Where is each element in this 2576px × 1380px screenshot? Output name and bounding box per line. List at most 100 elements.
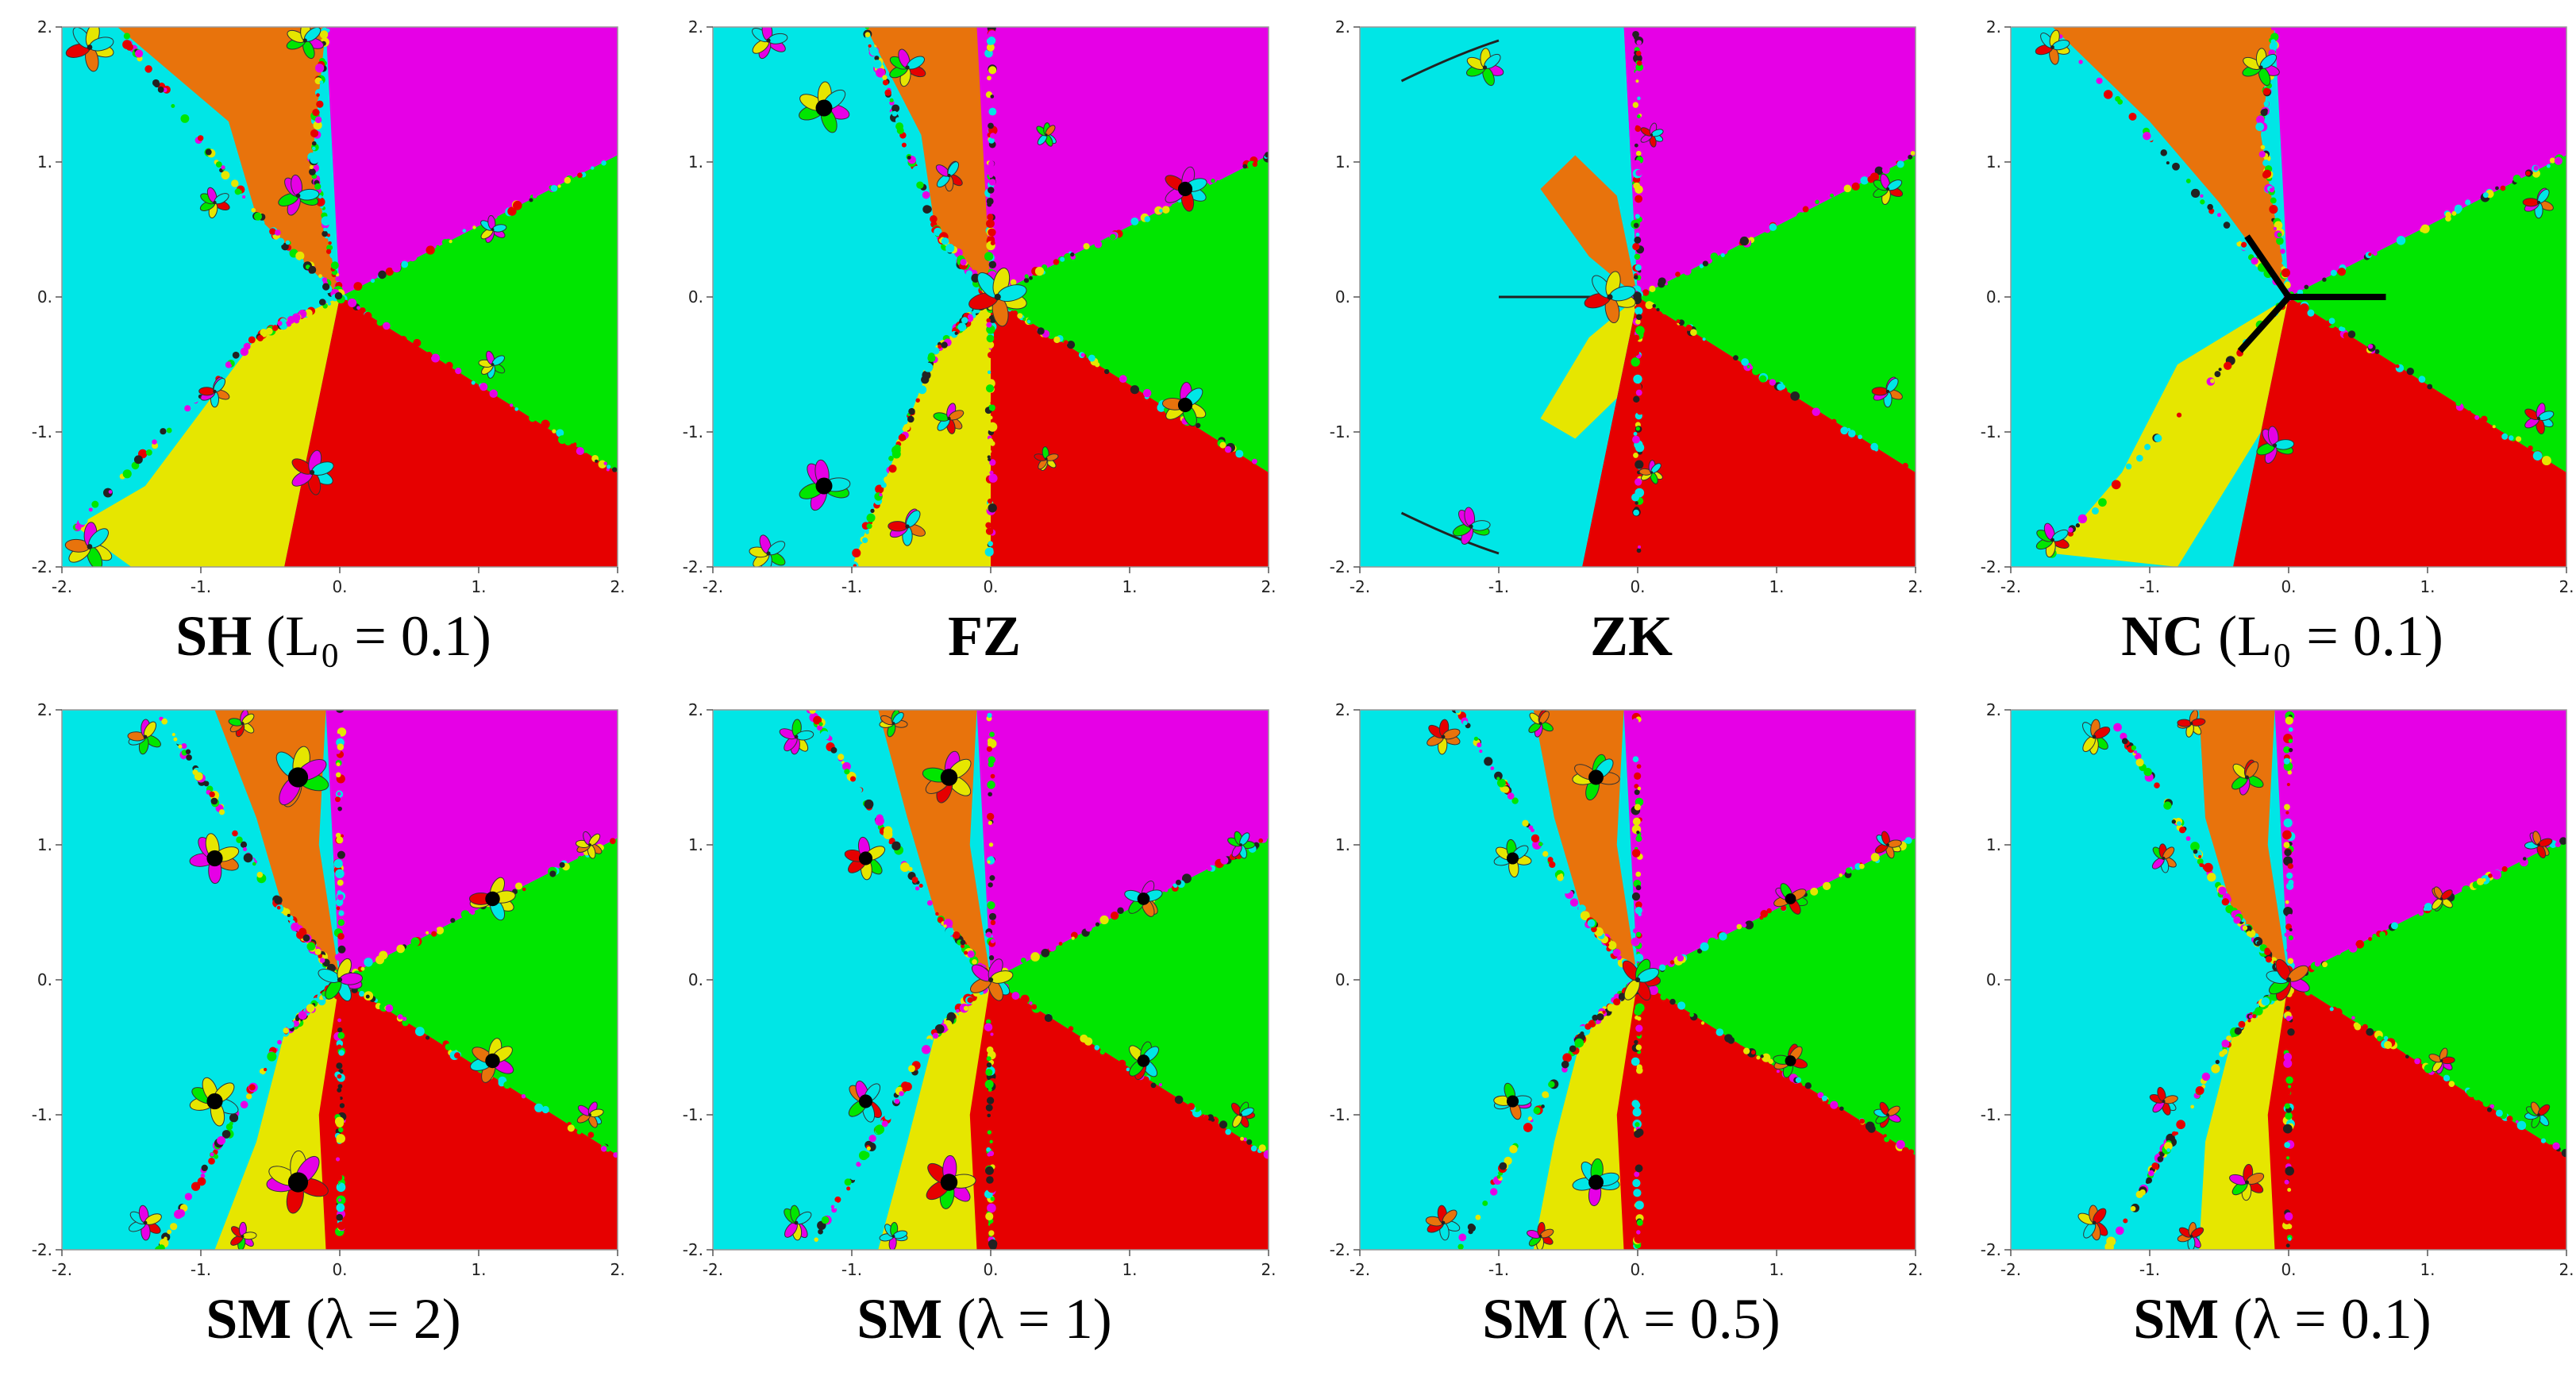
basin-node [1607, 294, 1613, 300]
boundary-speck [253, 212, 263, 221]
boundary-speck [1094, 240, 1103, 249]
boundary-speck [319, 80, 324, 84]
boundary-speck [1080, 353, 1085, 357]
boundary-speck [2185, 179, 2191, 183]
boundary-speck [2210, 378, 2215, 384]
boundary-speck [2374, 349, 2380, 354]
boundary-speck [214, 1154, 219, 1159]
boundary-speck [1569, 898, 1579, 907]
boundary-speck [1635, 559, 1645, 567]
boundary-speck [1523, 1123, 1533, 1132]
boundary-speck [2329, 1007, 2334, 1012]
y-tick-label: -2. [32, 557, 52, 576]
basin-regions [713, 710, 1269, 1250]
basin-node [2162, 1100, 2166, 1103]
boundary-speck [338, 1198, 342, 1202]
boundary-speck [2285, 716, 2293, 725]
boundary-speck [1240, 1136, 1245, 1141]
boundary-speck [2445, 211, 2451, 218]
boundary-speck [1063, 252, 1072, 262]
method-name: ZK [1589, 604, 1673, 668]
boundary-speck [336, 1213, 344, 1221]
boundary-speck [269, 228, 276, 235]
boundary-speck [318, 274, 322, 279]
boundary-speck [223, 816, 232, 825]
y-tick-label: -2. [1981, 1240, 2001, 1259]
method-parameter: (λ = 0.1) [2219, 1287, 2432, 1351]
boundary-speck [2190, 842, 2200, 851]
boundary-speck [613, 1152, 618, 1158]
boundary-speck [1636, 1230, 1641, 1235]
boundary-speck [510, 403, 514, 407]
basin-node [2050, 538, 2054, 542]
boundary-speck [1632, 435, 1640, 444]
boundary-speck [1719, 932, 1727, 941]
boundary-speck [334, 1174, 343, 1181]
boundary-speck [2455, 400, 2462, 407]
boundary-speck [1635, 906, 1643, 915]
boundary-speck [328, 241, 332, 245]
boundary-speck [856, 1162, 861, 1167]
boundary-speck [302, 931, 307, 935]
boundary-speck [1531, 834, 1540, 842]
boundary-speck [1632, 30, 1639, 38]
boundary-speck [337, 893, 344, 900]
boundary-speck [2515, 436, 2522, 442]
boundary-speck [813, 715, 822, 725]
boundary-speck [988, 955, 995, 961]
boundary-speck [319, 30, 329, 39]
boundary-speck [2241, 241, 2247, 248]
boundary-speck [2379, 931, 2386, 938]
boundary-speck [2559, 837, 2566, 846]
boundary-speck [930, 215, 938, 223]
boundary-speck [2287, 1237, 2292, 1241]
boundary-speck [1636, 408, 1643, 415]
boundary-speck [1219, 441, 1226, 449]
basin-node [485, 891, 500, 907]
boundary-speck [2532, 451, 2543, 461]
boundary-speck [1633, 222, 1639, 229]
boundary-speck [1496, 777, 1500, 781]
boundary-speck [1119, 375, 1127, 384]
basin-node [794, 734, 799, 739]
boundary-speck [2322, 962, 2328, 968]
boundary-speck [902, 1086, 908, 1092]
basin-magenta [325, 27, 618, 297]
basin-orange [865, 27, 991, 297]
y-tick-label: -1. [683, 422, 703, 441]
basin-node [143, 734, 148, 739]
basin-petal [2522, 198, 2539, 207]
boundary-speck [986, 197, 994, 205]
boundary-speck [1781, 905, 1787, 912]
basin-petal [888, 521, 908, 532]
y-tick-label: -1. [32, 1105, 52, 1124]
boundary-speck [938, 345, 942, 349]
boundary-speck [1904, 837, 1912, 844]
boundary-speck [2221, 1049, 2228, 1055]
boundary-speck [1130, 385, 1140, 395]
boundary-speck [888, 455, 894, 461]
boundary-speck [1562, 879, 1573, 889]
boundary-speck [1592, 1014, 1599, 1021]
boundary-speck [1613, 998, 1621, 1006]
basin-node [1885, 389, 1890, 394]
boundary-speck [960, 939, 966, 946]
x-tick-label: -1. [1488, 1260, 1509, 1279]
boundary-speck [336, 762, 341, 767]
y-tick-label: 2. [1335, 700, 1350, 719]
boundary-speck [1768, 1058, 1773, 1064]
boundary-speck [1026, 319, 1031, 324]
boundary-speck [1083, 243, 1090, 250]
basin-petal [1871, 387, 1889, 396]
boundary-speck [895, 117, 903, 124]
boundary-speck [1633, 160, 1641, 168]
boundary-speck [1219, 1120, 1228, 1129]
boundary-speck [358, 990, 365, 997]
x-tick-label: -2. [1350, 1260, 1370, 1279]
boundary-speck [1656, 307, 1660, 312]
boundary-speck [1635, 1024, 1643, 1032]
boundary-speck [1549, 861, 1556, 869]
boundary-speck [567, 1124, 575, 1132]
boundary-speck [1634, 143, 1638, 148]
boundary-speck [872, 60, 882, 69]
